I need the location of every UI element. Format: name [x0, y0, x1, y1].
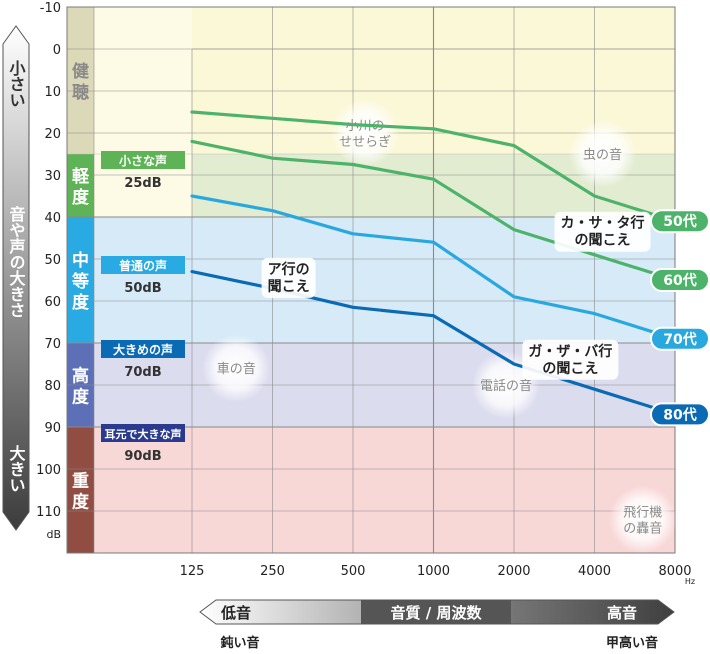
voice-value-1: 50dB	[124, 281, 161, 296]
series-end-pill-3	[650, 402, 710, 427]
frequency-scale-center: 音質 / 周波数	[391, 604, 483, 622]
voice-label-2: 大きめの声	[113, 342, 173, 357]
y-tick-110: 110	[36, 505, 61, 520]
series-line-1	[190, 139, 677, 282]
level-label-1-0: 軽	[72, 166, 90, 187]
frequency-scale: 低音 音質 / 周波数 高音 鈍い音 甲高い音	[199, 599, 675, 651]
sound-glow-1	[568, 120, 637, 188]
loudness-scale-bottom: 大きい	[7, 444, 26, 493]
y-tick-50: 50	[44, 253, 61, 268]
loudness-scale-middle: 音や声の大きさ	[7, 205, 27, 318]
y-axis-ticks: -10 0 10 20 30 40 50 60 70 80 90 100 110 dB	[36, 1, 61, 541]
loudness-scale-top: 小さい	[7, 60, 26, 108]
y-tick-10: 10	[44, 85, 61, 100]
level-label-4-0: 重	[72, 471, 89, 492]
voice-tag-3	[101, 424, 185, 442]
y-tick-30: 30	[44, 169, 61, 184]
voice-label-3: 耳元で大きな声	[105, 427, 182, 441]
x-unit-label: Hz	[685, 577, 695, 586]
frequency-scale-right-caption: 甲高い音	[606, 635, 658, 650]
sound-label-3: 電話の音	[480, 378, 532, 394]
voice-label-0: 小さな声	[119, 153, 167, 168]
y-tick-90: 90	[44, 421, 61, 436]
y-tick-60: 60	[44, 295, 61, 310]
series-end-label-0: 50代	[663, 213, 696, 230]
band-tab-2	[67, 217, 94, 343]
series-end-label-2: 70代	[663, 331, 696, 348]
callout-bg-1	[554, 211, 651, 252]
callout-label-0: ア行の聞こえ	[268, 261, 310, 295]
sound-label-4: 飛行機の轟音	[623, 505, 662, 536]
y-tick-100: 100	[36, 463, 61, 478]
voice-value-3: 90dB	[124, 449, 161, 464]
x-tick-2000: 2000	[497, 564, 530, 579]
loudness-scale: 小さい 音や声の大きさ 大きい	[2, 25, 30, 531]
series-end-pill-1	[650, 268, 710, 292]
level-label-3-0: 高	[72, 366, 89, 387]
x-tick-4000: 4000	[578, 564, 611, 579]
voice-value-0: 25dB	[124, 176, 161, 191]
frequency-scale-right: 高音	[607, 604, 637, 622]
level-label-2-2: 度	[72, 292, 90, 313]
hearing-level-bands	[67, 7, 675, 553]
series-line-2	[190, 194, 677, 341]
band-tab-1	[67, 154, 94, 217]
sound-glow-2	[202, 334, 271, 403]
y-tick-80: 80	[44, 379, 61, 394]
y-tick-70: 70	[44, 337, 61, 352]
x-tick-1000: 1000	[417, 564, 450, 579]
level-label-1-1: 度	[72, 187, 90, 208]
sound-label-1: 虫の音	[583, 147, 622, 163]
level-label-0-0: 健	[72, 61, 89, 82]
band-tab-0	[67, 7, 94, 154]
age-series-lines	[190, 110, 677, 416]
band-tab-4	[67, 427, 94, 553]
voice-label-1: 普通の声	[119, 258, 167, 273]
level-label-0-1: 聴	[72, 83, 89, 103]
voice-tag-0	[101, 151, 185, 169]
x-tick-500: 500	[341, 564, 366, 579]
frequency-scale-center-bg	[361, 600, 511, 624]
series-end-pill-2	[650, 326, 710, 351]
y-tick-20: 20	[44, 127, 61, 142]
voice-tag-1	[101, 256, 185, 274]
level-label-4-1: 度	[72, 492, 90, 513]
series-line-0	[190, 110, 677, 223]
callout-bg-2	[522, 339, 619, 380]
series-end-label-3: 80代	[663, 406, 696, 423]
frequency-scale-left-caption: 鈍い音	[220, 635, 259, 650]
sound-label-2: 車の音	[217, 361, 256, 377]
y-unit-label: dB	[46, 528, 61, 541]
sound-glow-4	[608, 485, 677, 554]
callout-bg-0	[261, 257, 316, 298]
callout-label-1: カ・サ・タ行の聞こえ	[561, 215, 645, 249]
band-4	[94, 427, 675, 553]
series-end-labels: 50代 60代 70代 80代	[650, 209, 710, 427]
level-label-2-0: 中	[72, 250, 89, 271]
level-label-3-1: 度	[72, 387, 90, 408]
voice-column-bg	[94, 7, 192, 217]
series-end-label-1: 60代	[663, 272, 696, 289]
y-tick--10: -10	[40, 1, 61, 16]
x-tick-8000: 8000	[658, 564, 691, 579]
loudness-scale-arrow	[2, 25, 30, 531]
voice-value-2: 70dB	[124, 365, 161, 380]
x-tick-125: 125	[180, 564, 205, 579]
x-tick-250: 250	[260, 564, 285, 579]
level-label-2-1: 等	[72, 271, 89, 292]
voice-examples: 小さな声 25dB 普通の声 50dB 大きめの声 70dB 耳元で大きな声 90dB	[101, 151, 185, 464]
sound-glow-0	[331, 99, 400, 167]
y-tick-40: 40	[44, 211, 61, 226]
frequency-scale-left: 低音	[220, 604, 251, 622]
series-end-pill-0	[650, 209, 710, 234]
voice-tag-2	[101, 340, 185, 358]
callout-label-2: ガ・ザ・バ行の聞こえ	[528, 343, 612, 377]
y-tick-0: 0	[53, 43, 61, 58]
